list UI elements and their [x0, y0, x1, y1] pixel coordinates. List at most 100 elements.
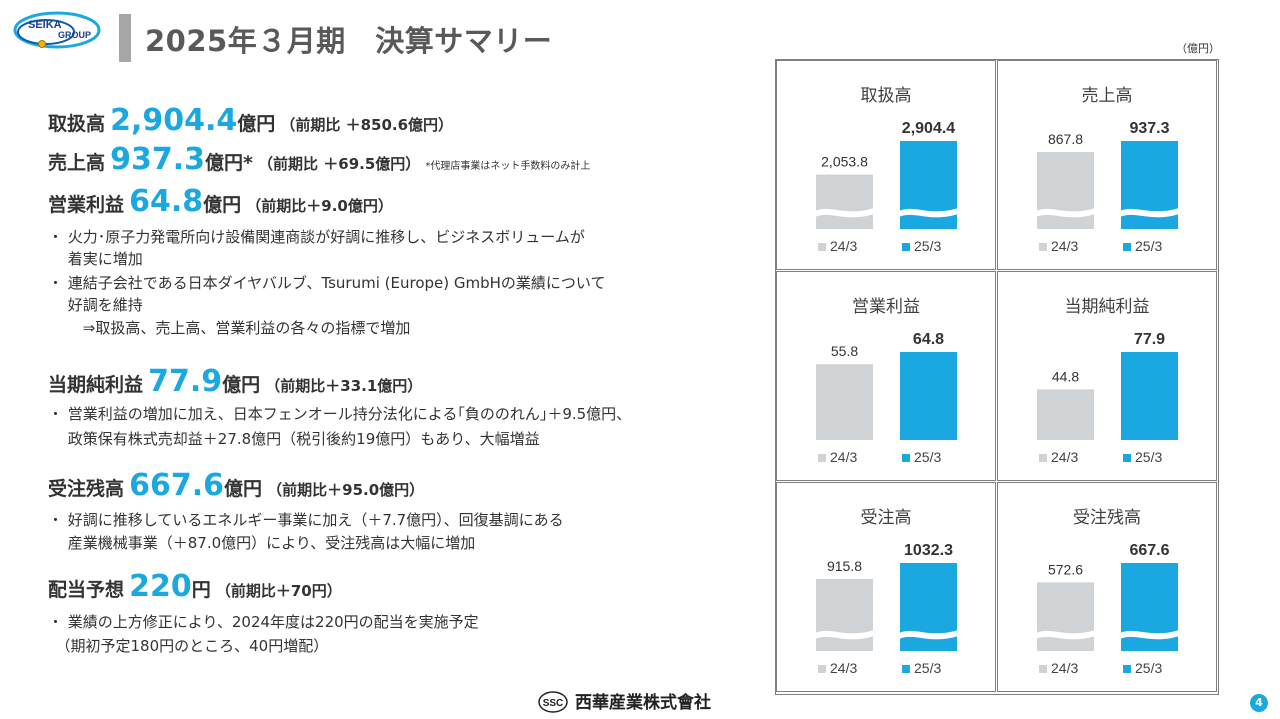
axis-break-wave — [815, 630, 874, 640]
data-label: 64.8 — [913, 331, 944, 348]
legend-label: 24/3 — [830, 660, 857, 676]
junrieki-label: 当期純利益 — [48, 374, 144, 396]
bar-24/3 — [816, 174, 873, 229]
eigyo-bullet: ⇒取扱高、売上高、営業利益の各々の指標で増加 — [48, 319, 411, 337]
junrieki-bullet: ・ 営業利益の増加に加え、日本フェンオール持分法化による｢負ののれん｣＋9.5億… — [48, 405, 632, 423]
chart-cell-jutyuzan: 受注残高 572.6 24/3 667.6 25/3 — [997, 482, 1217, 692]
bar-24/3 — [1037, 152, 1094, 229]
jutyuzan-unit: 億円 — [224, 478, 263, 500]
chart-title: 売上高 — [1081, 86, 1133, 106]
eigyo-bullet: ・ 火力･原子力発電所向け設備関連商談が好調に推移し、ビジネスボリュームが — [48, 228, 585, 246]
legend-label: 25/3 — [914, 449, 941, 465]
legend-swatch — [1123, 665, 1131, 673]
legend-label: 24/3 — [1051, 238, 1078, 254]
bar-24/3 — [1037, 389, 1094, 440]
uriage-compare: （前期比 ＋69.5億円） — [258, 155, 421, 173]
junrieki-bullet: 政策保有株式売却益＋27.8億円（税引後約19億円）もあり、大幅増益 — [48, 430, 540, 448]
legend-swatch — [902, 665, 910, 673]
toriatsukai-compare: （前期比 ＋850.6億円） — [280, 116, 454, 134]
uriage-note: *代理店事業はネット手数料のみ計上 — [425, 161, 591, 172]
legend-label: 25/3 — [1135, 660, 1162, 676]
title-accent-bar — [119, 14, 131, 62]
legend-swatch — [818, 243, 826, 251]
data-label: 1032.3 — [904, 542, 953, 559]
jutyuzan-label: 受注残高 — [48, 478, 125, 500]
uriage-unit: 億円* — [205, 152, 253, 174]
toriatsukai-unit: 億円 — [237, 113, 276, 135]
eigyo-compare: （前期比＋9.0億円） — [246, 197, 393, 215]
chart-cell-junrieki: 当期純利益 44.8 24/3 77.9 25/3 — [997, 271, 1217, 481]
legend-swatch — [1039, 454, 1047, 462]
toriatsukai-line: 取扱高 2,904.4億円 （前期比 ＋850.6億円） — [48, 103, 453, 138]
haito-value: 220 — [129, 569, 192, 604]
data-label: 915.8 — [827, 558, 862, 574]
svg-text:SEIKA: SEIKA — [28, 19, 62, 31]
svg-text:西華産業株式會社: 西華産業株式會社 — [575, 692, 711, 713]
svg-text:GROUP: GROUP — [58, 30, 91, 40]
legend-swatch — [1123, 454, 1131, 462]
chart-uriage: 867.8 24/3 937.3 25/3 — [1036, 120, 1179, 254]
legend-swatch — [818, 454, 826, 462]
bar-24/3 — [816, 364, 873, 440]
eigyo-line: 営業利益 64.8億円 （前期比＋9.0億円） — [48, 184, 393, 219]
data-label: 937.3 — [1129, 120, 1169, 137]
bar-25/3 — [900, 352, 957, 440]
chart-cell-uriage: 売上高 867.8 24/3 937.3 25/3 — [997, 60, 1217, 270]
axis-break-wave — [1036, 630, 1095, 640]
data-label: 2,053.8 — [821, 154, 868, 170]
jutyuzan-bullet: ・ 好調に推移しているエネルギー事業に加え（＋7.7億円）、回復基調にある — [48, 511, 564, 529]
legend-label: 25/3 — [1135, 449, 1162, 465]
junrieki-compare: （前期比＋33.1億円） — [265, 377, 423, 395]
legend-label: 24/3 — [830, 449, 857, 465]
company-logo: SSC 西華産業株式會社 — [538, 691, 711, 713]
chart-title: 営業利益 — [852, 297, 920, 317]
axis-break-wave — [1036, 208, 1095, 218]
haito-unit: 円 — [191, 579, 211, 601]
chart-title: 受注残高 — [1073, 508, 1141, 528]
axis-break-wave — [899, 630, 958, 640]
axis-break-wave — [1120, 630, 1179, 640]
junrieki-line: 当期純利益 77.9億円 （前期比＋33.1億円） — [48, 364, 422, 399]
junrieki-unit: 億円 — [222, 374, 261, 396]
chart-cell-eigyo: 営業利益 55.8 24/3 64.8 25/3 — [776, 271, 996, 481]
data-label: 667.6 — [1129, 542, 1169, 559]
bar-25/3 — [1121, 352, 1178, 440]
haito-compare: （前期比＋70円） — [215, 582, 342, 600]
bar-24/3 — [816, 578, 873, 651]
eigyo-bullet: 着実に増加 — [48, 250, 143, 268]
eigyo-bullet: 好調を維持 — [48, 296, 143, 314]
legend-label: 24/3 — [1051, 449, 1078, 465]
page-title: 2025年３月期 決算サマリー — [145, 24, 553, 58]
toriatsukai-value: 2,904.4 — [110, 103, 238, 138]
jutyuzan-bullet: 産業機械事業（＋87.0億円）により、受注残高は大幅に増加 — [48, 534, 476, 552]
bar-24/3 — [1037, 582, 1094, 651]
chart-cell-toriatsukai: 取扱高 2,053.8 24/3 2,904.4 25/3 — [776, 60, 996, 270]
junrieki-value: 77.9 — [148, 364, 223, 399]
svg-text:SSC: SSC — [543, 698, 564, 709]
jutyuzan-value: 667.6 — [129, 468, 225, 503]
data-label: 77.9 — [1134, 331, 1165, 348]
page-number: 4 — [1250, 694, 1268, 712]
chart-title: 取扱高 — [860, 86, 912, 106]
data-label: 572.6 — [1048, 561, 1083, 577]
haito-bullet: ・ 業績の上方修正により、2024年度は220円の配当を実施予定 — [48, 613, 479, 631]
legend-label: 25/3 — [914, 660, 941, 676]
chart-toriatsukai: 2,053.8 24/3 2,904.4 25/3 — [815, 120, 958, 254]
chart-title: 当期純利益 — [1064, 297, 1150, 317]
data-label: 867.8 — [1048, 131, 1083, 147]
uriage-label: 売上高 — [48, 152, 106, 174]
legend-label: 24/3 — [830, 238, 857, 254]
legend-swatch — [818, 665, 826, 673]
unit-label: （億円） — [1176, 42, 1220, 55]
haito-line: 配当予想 220円 （前期比＋70円） — [48, 569, 342, 604]
legend-swatch — [1123, 243, 1131, 251]
data-label: 55.8 — [831, 343, 858, 359]
legend-swatch — [902, 243, 910, 251]
toriatsukai-label: 取扱高 — [48, 113, 106, 135]
legend-label: 24/3 — [1051, 660, 1078, 676]
chart-jutyu: 915.8 24/3 1032.3 25/3 — [815, 542, 958, 676]
eigyo-bullet: ・ 連結子会社である日本ダイヤバルブ、Tsurumi (Europe) GmbH… — [48, 274, 606, 292]
seika-group-logo: SEIKA GROUP — [13, 11, 101, 49]
legend-label: 25/3 — [1135, 238, 1162, 254]
axis-break-wave — [1120, 208, 1179, 218]
